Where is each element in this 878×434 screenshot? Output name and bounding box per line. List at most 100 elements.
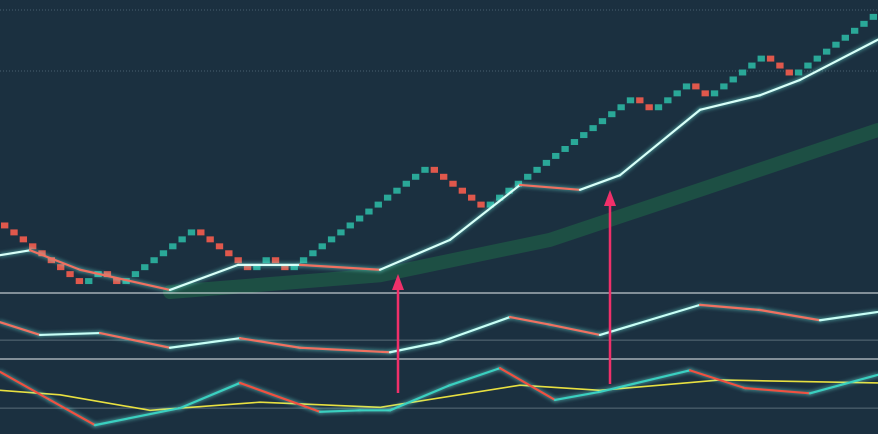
renko-brick-up — [383, 194, 392, 201]
line-segment — [743, 387, 812, 395]
line-segment — [598, 369, 692, 393]
renko-brick-down — [281, 264, 289, 271]
renko-brick-up — [505, 187, 513, 194]
renko-brick-up — [393, 187, 401, 194]
renko-brick-up — [748, 62, 756, 69]
renko-brick-up — [654, 104, 663, 111]
renko-brick-down — [206, 236, 214, 243]
renko-brick-down — [10, 229, 18, 236]
renko-brick-up — [253, 264, 261, 271]
line-segment — [808, 373, 878, 395]
line-series — [0, 379, 878, 412]
renko-brick-up — [729, 76, 737, 83]
renko-brick-down — [113, 278, 121, 285]
line-segment — [598, 303, 702, 337]
renko-brick-up — [608, 111, 616, 118]
renko-brick-up — [159, 250, 168, 257]
renko-brick-up — [598, 118, 607, 125]
line-segment — [0, 370, 52, 402]
renko-brick-up — [580, 132, 588, 139]
renko-brick-up — [496, 194, 504, 201]
renko-brick-up — [552, 152, 560, 159]
renko-brick-up — [542, 159, 551, 166]
renko-brick-up — [720, 83, 728, 90]
line-segment — [178, 381, 242, 410]
renko-brick-up — [309, 250, 317, 257]
signal-arrow — [604, 190, 616, 384]
renko-brick-up — [617, 104, 625, 111]
slow-average-band — [163, 123, 878, 299]
line-segment — [0, 249, 32, 257]
renko-brick-up — [169, 243, 177, 250]
renko-brick-up — [850, 27, 859, 34]
renko-brick-down — [47, 257, 56, 264]
renko-brick-up — [337, 229, 345, 236]
renko-brick-up — [327, 236, 336, 243]
line-segment — [578, 174, 622, 191]
line-segment — [78, 268, 172, 292]
renko-brick-up — [402, 180, 410, 187]
renko-brick-up — [141, 264, 149, 271]
renko-brick-down — [29, 243, 37, 250]
line-segment — [688, 369, 747, 390]
line-segment — [698, 94, 762, 111]
renko-brick-up — [813, 55, 821, 62]
renko-brick-up — [869, 13, 877, 20]
line-segment — [448, 367, 502, 387]
arrow-head — [604, 190, 616, 206]
renko-brick-up — [411, 173, 420, 180]
line-segment — [168, 263, 240, 292]
renko-brick-up — [794, 69, 803, 76]
renko-brick-up — [682, 83, 691, 90]
renko-brick-down — [215, 243, 224, 250]
renko-brick-down — [477, 201, 485, 208]
renko-brick-down — [38, 250, 46, 257]
line-segment — [618, 108, 702, 177]
line-segment — [168, 337, 242, 349]
renko-brick-up — [299, 257, 308, 264]
line-segment — [48, 398, 97, 427]
renko-brick-down — [234, 257, 242, 264]
renko-brick-down — [243, 264, 252, 271]
renko-brick-down — [19, 236, 28, 243]
renko-brick-up — [178, 236, 186, 243]
line-segment — [818, 310, 878, 322]
renko-brick-up — [738, 69, 747, 76]
signal-arrow — [392, 274, 404, 393]
line-segment — [553, 390, 602, 402]
line-segment — [438, 315, 512, 344]
line-segment — [758, 78, 802, 97]
line-segment — [548, 323, 602, 337]
renko-brick-up — [262, 257, 270, 264]
renko-brick-up — [524, 173, 532, 180]
renko-brick-up — [822, 48, 831, 55]
renko-brick-down — [785, 69, 793, 76]
line-segment — [298, 346, 392, 354]
line-segment — [298, 263, 382, 271]
renko-brick-down — [645, 104, 653, 111]
line-segment — [238, 381, 322, 413]
renko-brick-down — [458, 187, 467, 194]
renko-brick-down — [449, 180, 457, 187]
renko-brick-up — [318, 243, 326, 250]
renko-brick-up — [589, 125, 597, 132]
renko-brick-down — [225, 250, 233, 257]
renko-brick-up — [290, 264, 298, 271]
renko-brick-up — [832, 41, 840, 48]
line-segment — [318, 409, 362, 413]
line-segment — [378, 238, 452, 271]
renko-brick-up — [673, 90, 681, 97]
line-segment — [508, 315, 552, 326]
renko-brick-up — [355, 215, 364, 222]
renko-brick-down — [440, 173, 448, 180]
line-segment — [448, 183, 522, 241]
renko-brick-down — [701, 90, 709, 97]
renko-brick-down — [766, 55, 775, 62]
line-segment — [93, 407, 182, 427]
line-segment — [28, 249, 82, 271]
line-segment — [698, 303, 762, 312]
renko-brick-up — [533, 166, 541, 173]
renko-brick-down — [468, 194, 476, 201]
renko-brick-down — [776, 62, 784, 69]
